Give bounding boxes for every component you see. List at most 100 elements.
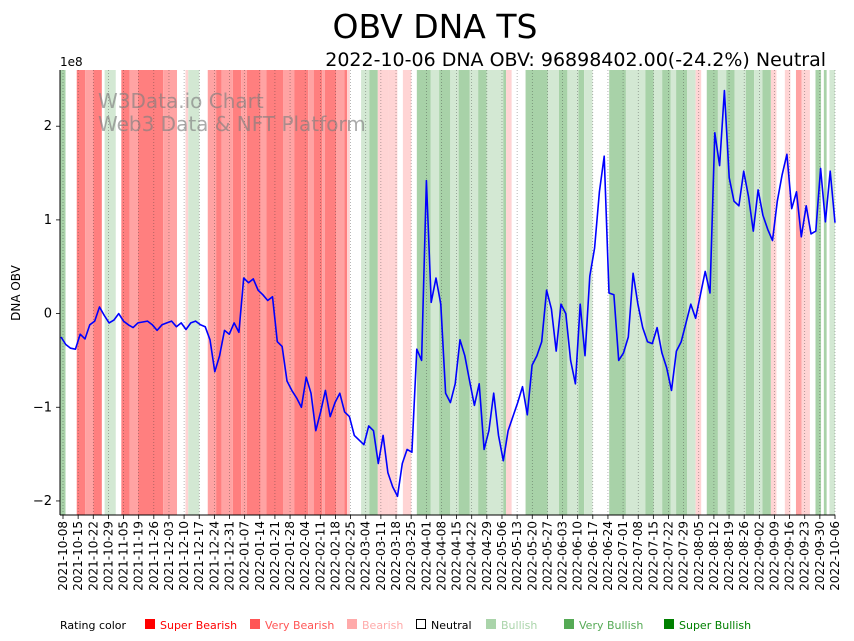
rating-band: [313, 70, 323, 515]
x-tick-label: 2021-11-19: [132, 521, 146, 591]
legend-label: Bullish: [501, 619, 537, 632]
legend-label: Super Bullish: [679, 619, 751, 632]
rating-band: [734, 70, 746, 515]
watermark-line-1: W3Data.io Chart: [98, 89, 264, 113]
rating-band: [129, 70, 139, 515]
y-tick-label: −1: [33, 400, 52, 415]
y-tick-label: −2: [33, 494, 52, 509]
rating-band: [260, 70, 267, 515]
rating-band: [104, 70, 116, 515]
x-tick-label: 2022-07-15: [646, 521, 660, 591]
x-tick-label: 2021-11-05: [117, 521, 131, 591]
legend-label: Very Bullish: [579, 619, 643, 632]
legend-swatch: [347, 619, 357, 629]
x-tick-label: 2022-04-08: [434, 521, 448, 591]
x-tick-label: 2022-10-06: [828, 521, 842, 591]
rating-band: [503, 70, 507, 515]
obv-series: [60, 89, 836, 498]
watermark-line-2: Web3 Data & NFT Platform: [98, 112, 366, 136]
rating-band: [662, 70, 671, 515]
rating-band: [578, 70, 585, 515]
rating-band: [676, 70, 688, 515]
x-tick-label: 2021-12-17: [192, 521, 206, 591]
x-tick-label: 2022-01-07: [238, 521, 252, 591]
x-tick-label: 2022-07-29: [677, 521, 691, 591]
x-tick-label: 2021-12-24: [207, 521, 221, 591]
x-tick-label: 2022-08-26: [737, 521, 751, 591]
x-tick-label: 2022-04-15: [450, 521, 464, 591]
x-tick-label: 2021-12-10: [177, 521, 191, 591]
rating-bands: [60, 70, 835, 515]
rating-band: [121, 70, 130, 515]
x-tick-label: 2022-08-19: [722, 521, 736, 591]
y-exponent-label: 1e8: [60, 55, 83, 69]
rating-band: [388, 70, 398, 515]
rating-band: [439, 70, 451, 515]
legend-swatch: [250, 619, 260, 629]
rating-legend: Rating color Super Bearish Very Bearish Bea…: [60, 619, 751, 632]
legend-label: Very Bearish: [265, 619, 334, 632]
x-tick-label: 2022-08-05: [692, 521, 706, 591]
rating-band: [609, 70, 626, 515]
rating-band: [823, 70, 827, 515]
rating-band: [762, 70, 771, 515]
x-tick-label: 2022-04-29: [480, 521, 494, 591]
watermark: W3Data.io Chart Web3 Data & NFT Platform: [98, 89, 366, 136]
x-tick-label: 2022-06-03: [556, 521, 570, 591]
x-tick-label: 2022-05-13: [510, 521, 524, 591]
x-tick-label: 2022-08-12: [707, 521, 721, 591]
rating-band: [653, 70, 663, 515]
x-tick-label: 2021-10-29: [101, 521, 115, 591]
rating-band: [138, 70, 164, 515]
rating-band: [645, 70, 654, 515]
x-tick-label: 2021-12-03: [162, 521, 176, 591]
x-tick-label: 2022-06-10: [571, 521, 585, 591]
x-tick-label: 2022-02-11: [313, 521, 327, 591]
legend-title: Rating color: [60, 619, 127, 632]
y-tick-label: 0: [44, 307, 52, 322]
x-tick-label: 2022-09-09: [767, 521, 781, 591]
rating-band: [458, 70, 470, 515]
x-tick-label: 2022-03-18: [389, 521, 403, 591]
rating-band: [829, 70, 835, 515]
x-tick-label: 2022-06-24: [601, 521, 615, 591]
rating-band: [185, 70, 189, 515]
y-tick-label: 2: [44, 119, 52, 134]
rating-band: [525, 70, 548, 515]
rating-band: [801, 70, 810, 515]
x-tick-label: 2022-01-28: [283, 521, 297, 591]
rating-band: [177, 70, 186, 515]
rating-band: [506, 70, 512, 515]
x-tick-label: 2022-07-01: [616, 521, 630, 591]
rating-band: [216, 70, 222, 515]
vertical-gridlines: [62, 70, 836, 515]
rating-band: [283, 70, 295, 515]
rating-band: [65, 70, 69, 515]
x-tick-label: 2022-03-11: [374, 521, 388, 591]
rating-band: [324, 70, 336, 515]
rating-band: [670, 70, 677, 515]
rating-band: [335, 70, 345, 515]
obv-line: [60, 89, 836, 498]
rating-band: [717, 70, 727, 515]
rating-band: [322, 70, 325, 515]
rating-band: [369, 70, 378, 515]
x-tick-label: 2022-01-21: [268, 521, 282, 591]
rating-band: [726, 70, 735, 515]
rating-band: [232, 70, 242, 515]
legend-label: Super Bearish: [160, 619, 237, 632]
chart-title: OBV DNA TS: [333, 7, 538, 46]
x-tick-label: 2022-03-25: [404, 521, 418, 591]
chart-subtitle: 2022-10-06 DNA OBV: 96898402.00(-24.2%) …: [325, 49, 826, 71]
rating-band: [163, 70, 178, 515]
x-tick-label: 2022-04-22: [465, 521, 479, 591]
rating-band: [361, 70, 370, 515]
axes: [59, 70, 835, 516]
x-tick-label: 2022-09-16: [783, 521, 797, 591]
rating-band: [745, 70, 755, 515]
legend-swatch: [416, 619, 426, 629]
x-tick-label: 2021-12-31: [223, 521, 237, 591]
x-tick-label: 2022-04-01: [419, 521, 433, 591]
x-tick-label: 2021-10-08: [56, 521, 70, 591]
y-tick-label: 1: [44, 213, 52, 228]
